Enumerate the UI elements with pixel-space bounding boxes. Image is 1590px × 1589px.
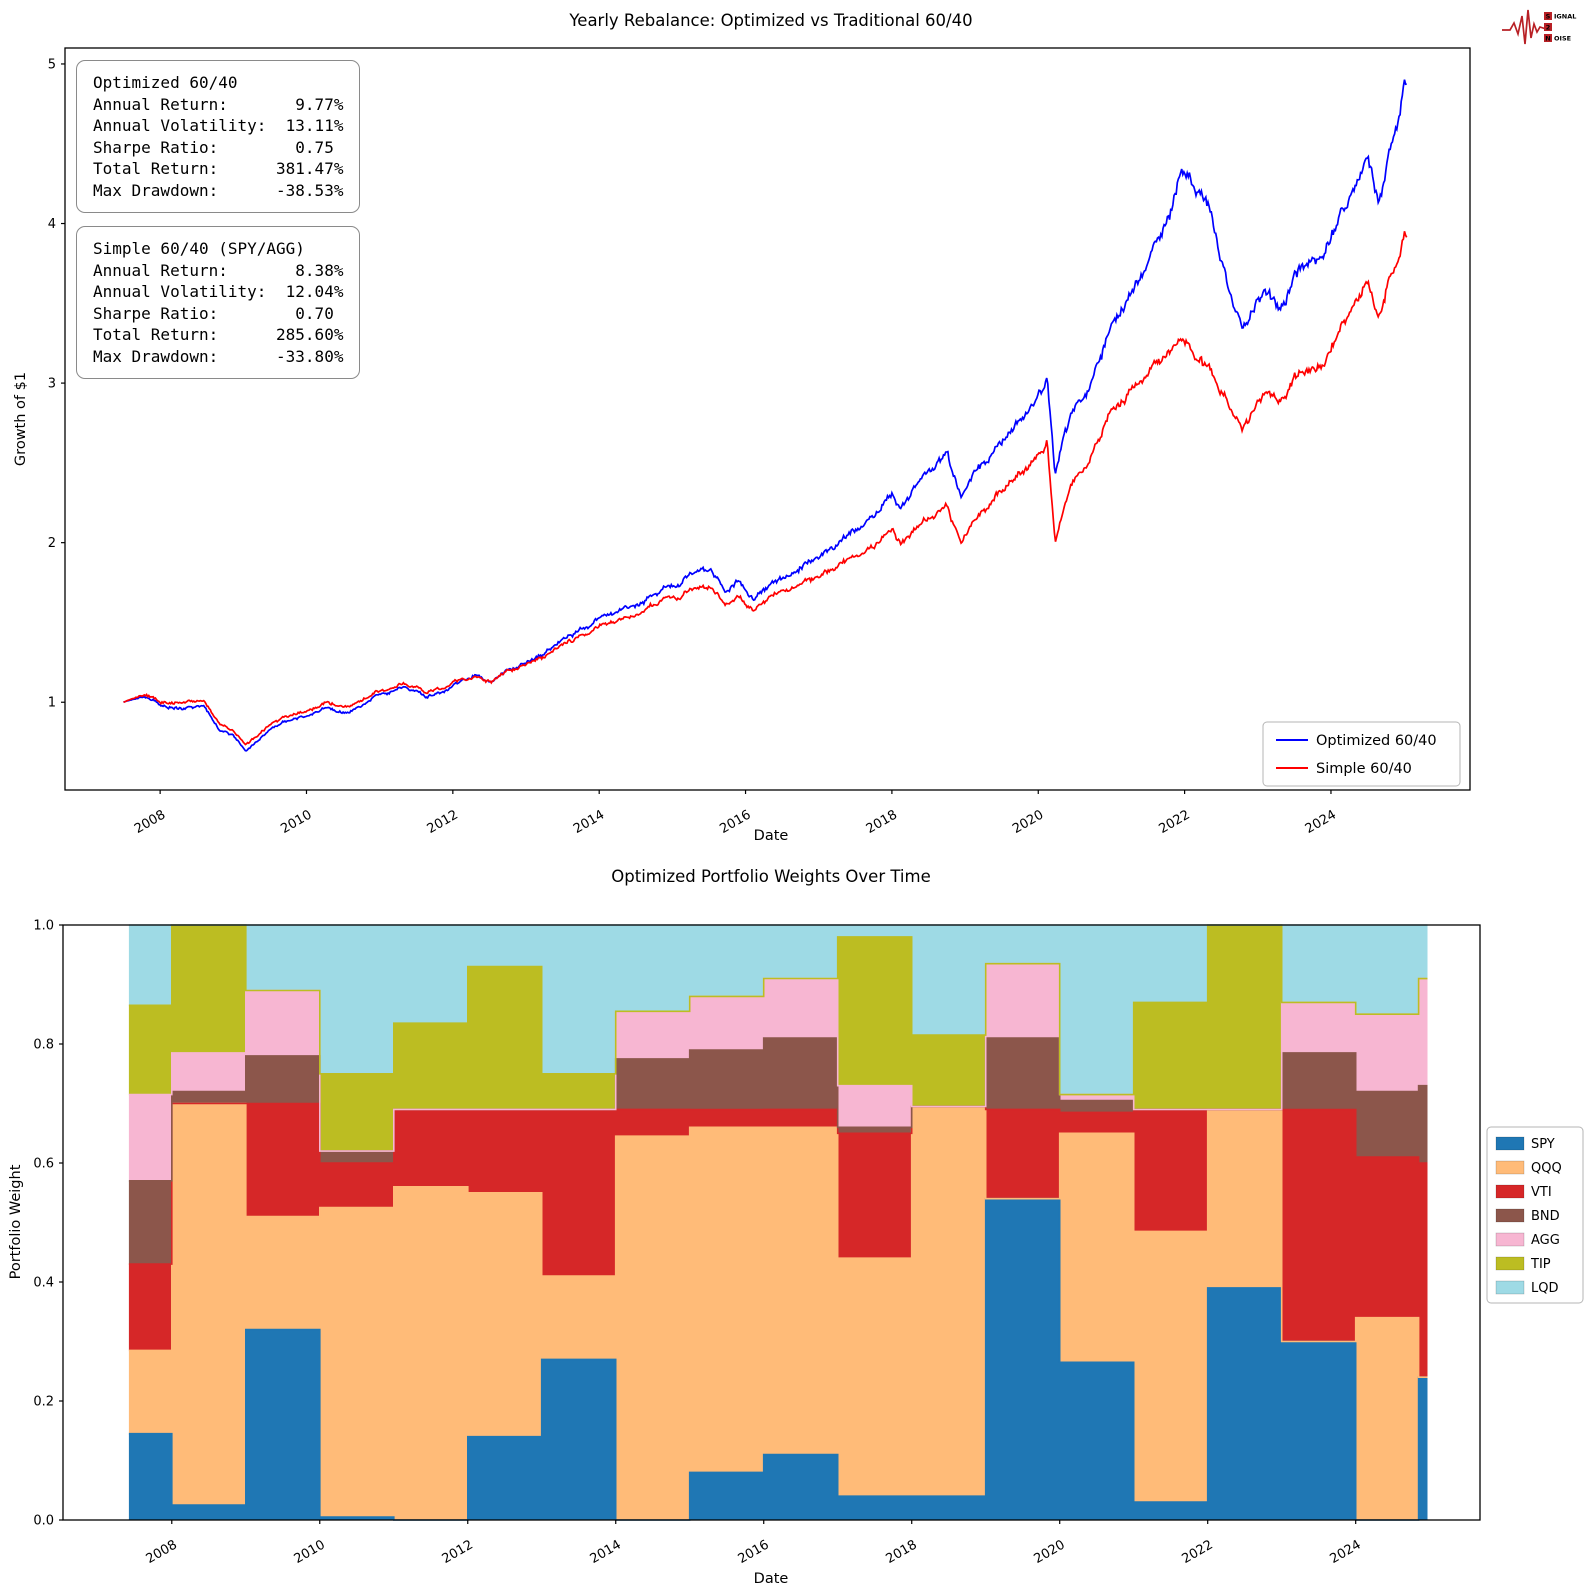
- legend-label: QQQ: [1531, 1161, 1562, 1176]
- legend-swatch-spy: [1495, 1136, 1525, 1151]
- x-tick-label: 2016: [736, 1537, 772, 1567]
- weights-chart: 0.0 0.2 0.4 0.6 0.8 1.0 2008 2010 2012 2014 2016 20…: [8, 867, 1584, 1587]
- stacked-layer-spy: [128, 1198, 1428, 1520]
- x-tick-label: 2008: [144, 1537, 180, 1567]
- top-xaxis-label: Date: [754, 828, 789, 844]
- legend-label: VTI: [1531, 1185, 1552, 1200]
- series-line-simple-60-40: [123, 231, 1408, 746]
- x-tick-label: 2010: [278, 807, 314, 837]
- legend-swatch-tip: [1495, 1256, 1525, 1271]
- stat-line: Max Drawdown: -33.80%: [93, 346, 344, 366]
- x-tick-label: 2014: [588, 1537, 624, 1567]
- logo-boxed-letter: S: [1546, 13, 1551, 21]
- legend-label: AGG: [1531, 1233, 1560, 1248]
- logo-text: OISE: [1554, 35, 1571, 43]
- stat-line: Max Drawdown: -38.53%: [93, 180, 344, 200]
- x-tick-label: 2012: [425, 807, 461, 837]
- series-line-optimized-60-40: [123, 79, 1407, 752]
- y-tick-label: 1: [48, 696, 56, 711]
- legend-label: SPY: [1531, 1137, 1555, 1152]
- logo-letter-box: [1544, 34, 1552, 42]
- stat-line: Annual Return: 8.38%: [93, 260, 344, 280]
- plot-frame: [62, 924, 1481, 1521]
- legend-swatch-bnd: [1495, 1208, 1525, 1223]
- logo-boxed-letter: N: [1545, 35, 1550, 43]
- y-tick-label: 0.8: [33, 1038, 54, 1053]
- bottom-legend: SPY QQQ VTI BND AGG TIP LQD: [1486, 1126, 1584, 1304]
- stacked-layer-tip: [128, 925, 1428, 1152]
- logo-letter-box: [1544, 23, 1552, 31]
- y-tick-label: 2: [48, 536, 56, 551]
- stat-line: Total Return: 381.47%: [93, 159, 344, 178]
- top-chart-title: Yearly Rebalance: Optimized vs Tradition…: [568, 11, 972, 30]
- legend-swatch-lqd: [1495, 1280, 1525, 1295]
- stat-line: Total Return: 285.60%: [93, 325, 344, 344]
- logo-boxed-letter: 2: [1546, 24, 1551, 32]
- stats-box-optimized: Optimized 60/40 Annual Return: 9.77% Annua…: [76, 60, 361, 213]
- x-tick-label: 2022: [1156, 807, 1192, 837]
- plot-frame: [64, 47, 1471, 791]
- legend-label: LQD: [1531, 1281, 1559, 1296]
- x-tick-label: 2020: [1032, 1537, 1068, 1567]
- y-tick-label: 5: [48, 57, 56, 72]
- bottom-yaxis-label: Portfolio Weight: [8, 1164, 24, 1279]
- performance-chart: 1 2 3 4 5 2008 2010 2012 2014 2016 2018 2020 2022 202…: [13, 11, 1471, 844]
- stacked-layer-qqq: [128, 1103, 1428, 1520]
- legend-label: Simple 60/40: [1316, 761, 1412, 777]
- x-tick-label: 2008: [132, 807, 168, 837]
- stacked-layer-vti: [128, 1103, 1428, 1378]
- x-tick-label: 2018: [884, 1537, 920, 1567]
- x-tick-label: 2012: [440, 1537, 476, 1567]
- legend-label: BND: [1531, 1209, 1560, 1224]
- top-yaxis-label: Growth of $1: [13, 372, 29, 466]
- x-tick-label: 2024: [1303, 807, 1339, 837]
- x-tick-label: 2024: [1328, 1537, 1364, 1567]
- stat-line: Annual Return: 9.77%: [93, 94, 344, 114]
- x-tick-label: 2016: [717, 807, 753, 837]
- logo-text: IGNAL: [1554, 13, 1576, 21]
- y-tick-label: 0.0: [33, 1514, 54, 1529]
- stacked-layer-lqd: [128, 925, 1428, 1095]
- logo-letter-box: [1544, 12, 1552, 20]
- stat-line: Annual Volatility: 13.11%: [93, 116, 344, 135]
- x-tick-label: 2014: [571, 807, 607, 837]
- stat-line: Sharpe Ratio: 0.70: [93, 303, 334, 323]
- y-tick-label: 3: [48, 377, 56, 392]
- stacked-layer-agg: [128, 963, 1428, 1181]
- bottom-xaxis-label: Date: [754, 1571, 789, 1587]
- waveform-icon: [1502, 9, 1547, 45]
- x-tick-label: 2010: [292, 1537, 328, 1567]
- y-tick-label: 0.4: [33, 1276, 54, 1291]
- x-tick-label: 2022: [1180, 1537, 1216, 1567]
- legend-swatch-vti: [1495, 1184, 1525, 1199]
- stat-line: Annual Volatility: 12.04%: [93, 282, 344, 301]
- stats-box-simple: Simple 60/40 (SPY/AGG) Annual Return: 8.3…: [76, 226, 361, 379]
- top-legend: Optimized 60/40 Simple 60/40: [1262, 721, 1461, 787]
- legend-box: [1262, 721, 1461, 787]
- stat-line: Sharpe Ratio: 0.75: [93, 137, 334, 157]
- y-tick-label: 0.2: [33, 1395, 54, 1410]
- stacked-layer-bnd: [128, 1038, 1428, 1265]
- x-tick-label: 2020: [1010, 807, 1046, 837]
- bottom-chart-title: Optimized Portfolio Weights Over Time: [611, 867, 930, 886]
- stat-line: Simple 60/40 (SPY/AGG): [93, 239, 305, 258]
- signal2noise-logo: S IGNAL 2 N OISE: [1500, 4, 1588, 54]
- legend-swatch-qqq: [1495, 1160, 1525, 1175]
- stat-line: Optimized 60/40: [93, 73, 238, 92]
- x-tick-label: 2018: [864, 807, 900, 837]
- legend-label: TIP: [1530, 1257, 1551, 1272]
- legend-label: Optimized 60/40: [1316, 733, 1437, 749]
- legend-swatch-agg: [1495, 1232, 1525, 1247]
- y-tick-label: 0.6: [33, 1157, 54, 1172]
- y-tick-label: 4: [48, 217, 56, 232]
- y-tick-label: 1.0: [33, 919, 54, 934]
